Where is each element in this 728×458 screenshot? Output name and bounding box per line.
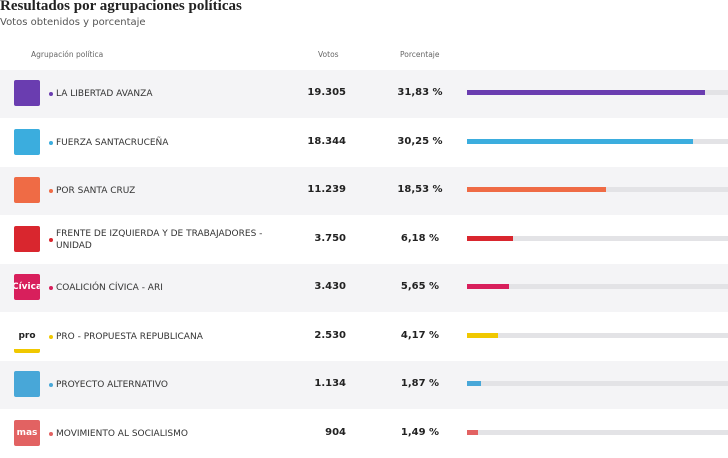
bar-track	[467, 138, 728, 144]
percentage: 5,65 %	[400, 281, 440, 292]
party-name: FRENTE DE IZQUIERDA Y DE TRABAJADORES - …	[56, 228, 263, 251]
result-row: PROYECTO ALTERNATIVO 1.134 1,87 %	[0, 361, 728, 409]
percentage: 18,53 %	[397, 184, 443, 195]
party-dot	[49, 92, 53, 96]
result-row: FUERZA SANTACRUCEÑA 18.344 30,25 %	[0, 119, 728, 167]
party-logo: mas	[14, 419, 40, 446]
result-row: pro PRO - PROPUESTA REPUBLICANA 2.530 4,17 …	[0, 313, 728, 361]
result-row: FRENTE DE IZQUIERDA Y DE TRABAJADORES - …	[0, 216, 728, 264]
party-dot	[49, 431, 53, 436]
percentage-bar	[467, 235, 514, 241]
percentage-bar	[467, 138, 694, 144]
column-header: Agrupación política	[31, 50, 104, 59]
party-logo	[14, 128, 40, 155]
bar-track	[467, 187, 728, 192]
votes: 18.344	[307, 135, 346, 147]
party-dot	[49, 140, 53, 145]
percentage-bar	[467, 429, 479, 435]
result-row: Cívica COALICIÓN CÍVICA - ARI 3.430 5,65 %	[0, 264, 728, 312]
votes: 19.305	[307, 87, 346, 98]
party-logo	[14, 371, 40, 397]
percentage-bar	[467, 381, 481, 386]
party-dot	[49, 334, 53, 339]
bar-track	[467, 332, 728, 338]
column-header: Porcentaje	[400, 50, 440, 59]
result-row: mas MOVIMIENTO AL SOCIALISMO 904 1,49 %	[0, 410, 728, 458]
votes: 904	[325, 426, 346, 438]
title: Resultados por agrupaciones políticas	[0, 0, 242, 14]
party-logo	[14, 177, 40, 203]
bar-track	[467, 381, 728, 386]
party-name: FUERZA SANTACRUCEÑA	[56, 137, 169, 148]
party-logo	[14, 225, 40, 252]
column-header: Votos	[318, 50, 339, 59]
percentage: 31,83 %	[397, 87, 443, 98]
percentage-bar	[467, 332, 499, 338]
party-name: COALICIÓN CÍVICA - ARI	[56, 283, 163, 293]
party-name: PRO - PROPUESTA REPUBLICANA	[56, 331, 203, 342]
party-name: LA LIBERTAD AVANZA	[56, 89, 153, 99]
party-logo	[14, 80, 40, 106]
percentage: 30,25 %	[397, 135, 443, 147]
party-dot	[49, 237, 53, 242]
party-dot	[49, 383, 53, 387]
percentage-bar	[467, 187, 606, 192]
bar-track	[467, 429, 728, 435]
bar-track	[467, 284, 728, 289]
votes: 1.134	[314, 378, 346, 389]
party-logo: pro	[14, 322, 40, 353]
subtitle: Votos obtenidos y porcentaje	[0, 17, 146, 28]
votes: 2.530	[314, 329, 346, 341]
percentage: 1,87 %	[400, 378, 440, 389]
result-row: POR SANTA CRUZ 11.239 18,53 %	[0, 167, 728, 215]
votes: 11.239	[307, 184, 346, 195]
party-dot	[49, 189, 53, 193]
percentage: 6,18 %	[400, 232, 440, 244]
votes: 3.750	[314, 232, 346, 244]
bar-track	[467, 235, 728, 241]
party-name: PROYECTO ALTERNATIVO	[56, 380, 168, 390]
bar-track	[467, 90, 728, 95]
votes: 3.430	[314, 281, 346, 292]
percentage: 4,17 %	[400, 329, 440, 341]
result-row: LA LIBERTAD AVANZA 19.305 31,83 %	[0, 70, 728, 118]
percentage-bar	[467, 90, 706, 95]
percentage: 1,49 %	[400, 426, 440, 438]
party-logo: Cívica	[14, 274, 40, 300]
percentage-bar	[467, 284, 510, 289]
party-name: POR SANTA CRUZ	[56, 186, 136, 196]
party-name: MOVIMIENTO AL SOCIALISMO	[56, 428, 188, 439]
party-dot	[49, 286, 53, 290]
